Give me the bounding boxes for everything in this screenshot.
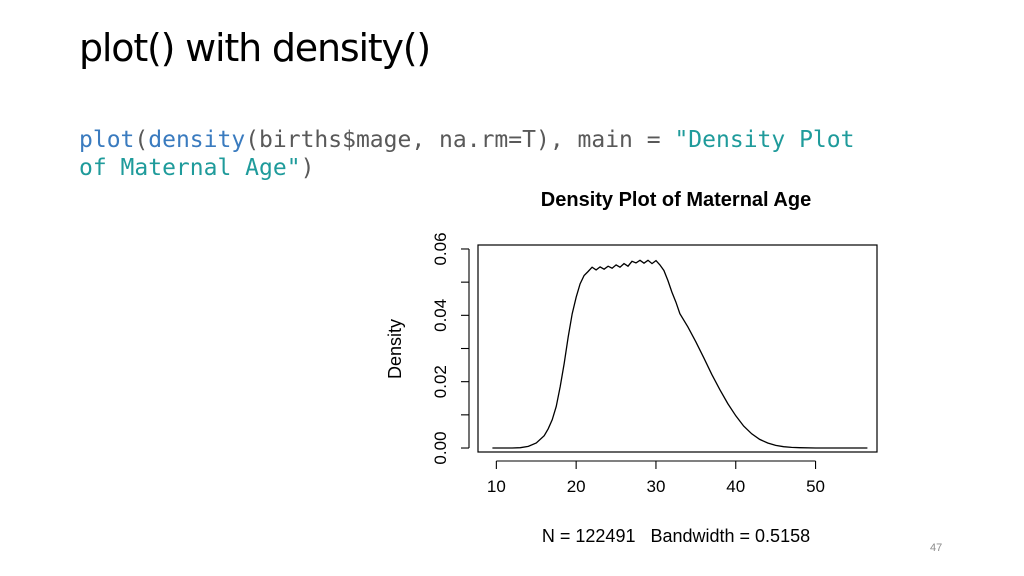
y-axis: 0.00 0.02 0.04 0.06 <box>431 232 470 465</box>
code-fn-plot: plot <box>79 127 135 153</box>
code-string-line2: of Maternal Age" <box>79 155 301 181</box>
code-args: (births$mage, na.rm=T), main = <box>245 127 675 153</box>
code-open-paren: ( <box>134 127 149 153</box>
density-plot: Density Plot of Maternal Age 0.00 0.02 0.0… <box>382 178 902 552</box>
x-tick-label: 10 <box>487 477 506 496</box>
x-tick-label: 30 <box>646 477 665 496</box>
slide-title: plot() with density() <box>79 26 431 70</box>
density-curve <box>492 259 868 449</box>
y-tick-label: 0.04 <box>431 299 450 332</box>
y-axis-label: Density <box>385 319 405 379</box>
x-tick-label: 20 <box>567 477 586 496</box>
page-number: 47 <box>930 542 943 554</box>
code-fn-density: density <box>148 127 246 153</box>
y-tick-label: 0.06 <box>431 232 450 265</box>
y-tick-label: 0.02 <box>431 365 450 398</box>
x-tick-label: 40 <box>726 477 745 496</box>
y-tick-label: 0.00 <box>431 431 450 464</box>
x-tick-label: 50 <box>806 477 825 496</box>
chart-title: Density Plot of Maternal Age <box>541 189 811 211</box>
code-close-paren: ) <box>300 155 315 181</box>
x-axis: 10 20 30 40 50 <box>487 460 825 496</box>
plot-box <box>477 244 878 453</box>
x-axis-label: N = 122491 Bandwidth = 0.5158 <box>542 526 810 546</box>
density-plot-svg: Density Plot of Maternal Age 0.000.020.0… <box>385 189 878 546</box>
code-string-line1: "Density Plot <box>674 127 855 153</box>
r-code-snippet: plot(density(births$mage, na.rm=T), main… <box>79 126 959 182</box>
